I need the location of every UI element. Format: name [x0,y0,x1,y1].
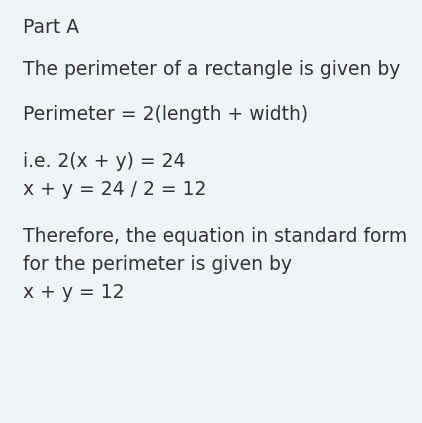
Text: Perimeter = 2(length + width): Perimeter = 2(length + width) [23,105,308,124]
Text: x + y = 24 / 2 = 12: x + y = 24 / 2 = 12 [23,180,207,199]
Text: Therefore, the equation in standard form: Therefore, the equation in standard form [23,228,408,246]
Text: x + y = 12: x + y = 12 [23,283,125,302]
Text: The perimeter of a rectangle is given by: The perimeter of a rectangle is given by [23,60,400,79]
Text: for the perimeter is given by: for the perimeter is given by [23,255,292,274]
Text: Part A: Part A [23,18,79,37]
Text: i.e. 2(x + y) = 24: i.e. 2(x + y) = 24 [23,152,186,171]
